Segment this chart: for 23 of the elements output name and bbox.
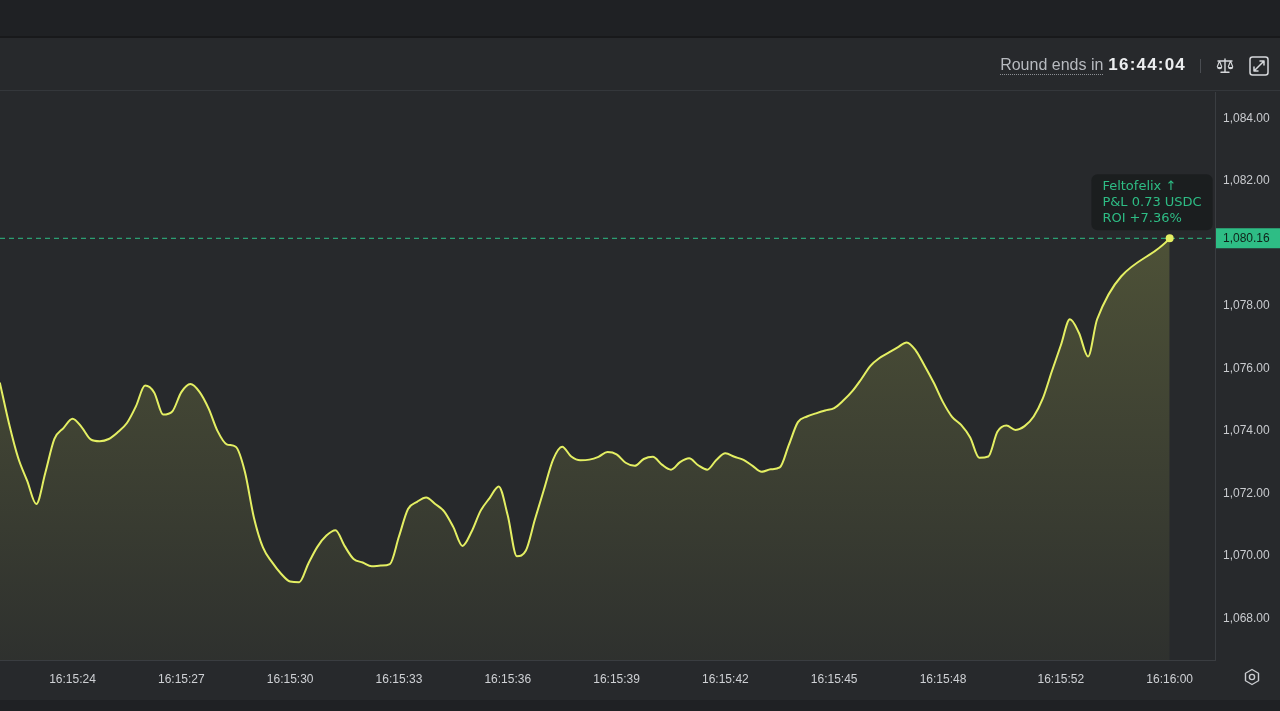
y-tick-label: 1,078.00 [1223, 298, 1271, 313]
ref-line-label: 1,080.16 [1223, 231, 1271, 246]
y-tick-label: 1,072.00 [1223, 485, 1271, 500]
x-tick-label: 16:15:30 [266, 671, 314, 686]
y-tick-label: 1,070.00 [1223, 548, 1271, 563]
x-tick-label: 16:15:39 [593, 671, 641, 686]
x-tick-label: 16:16:00 [1146, 671, 1194, 686]
x-tick-label: 16:15:24 [49, 671, 97, 686]
x-tick-label: 16:15:36 [484, 671, 532, 686]
x-tick-label: 16:15:33 [375, 671, 423, 686]
y-tick-label: 1,084.00 [1223, 110, 1271, 125]
x-tick-label: 16:15:48 [919, 671, 967, 686]
x-tick-label: 16:15:42 [702, 671, 750, 686]
text: Round ends in [1000, 55, 1104, 75]
y-tick-label: 1,068.00 [1223, 610, 1271, 625]
text: 16:44:04 [1108, 55, 1186, 74]
annotation: Feltofelix ↑ P&L 0.73 USDC ROI +7.36% [1102, 177, 1202, 225]
x-tick-label: 16:15:45 [810, 671, 858, 686]
x-tick-label: 16:15:27 [157, 671, 206, 686]
y-tick-label: 1,074.00 [1223, 423, 1271, 438]
y-tick-label: 1,076.00 [1223, 360, 1271, 375]
y-tick-label: 1,082.00 [1223, 173, 1271, 188]
x-tick-label: 16:15:52 [1037, 671, 1085, 686]
